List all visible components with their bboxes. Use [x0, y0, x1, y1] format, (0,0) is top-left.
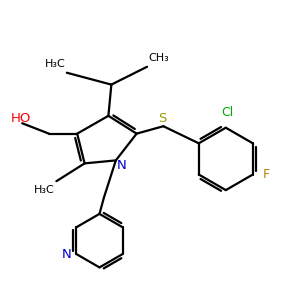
Text: F: F — [262, 168, 269, 181]
Text: HO: HO — [11, 112, 31, 125]
Text: CH₃: CH₃ — [148, 53, 169, 63]
Text: S: S — [158, 112, 166, 125]
Text: N: N — [62, 248, 72, 260]
Text: N: N — [116, 159, 126, 172]
Text: H₃C: H₃C — [44, 59, 65, 69]
Text: Cl: Cl — [221, 106, 233, 119]
Text: H₃C: H₃C — [34, 185, 55, 195]
